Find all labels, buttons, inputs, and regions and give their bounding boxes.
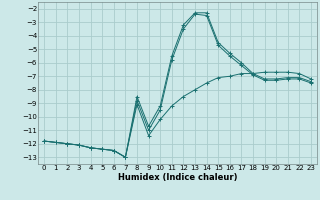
X-axis label: Humidex (Indice chaleur): Humidex (Indice chaleur) (118, 173, 237, 182)
